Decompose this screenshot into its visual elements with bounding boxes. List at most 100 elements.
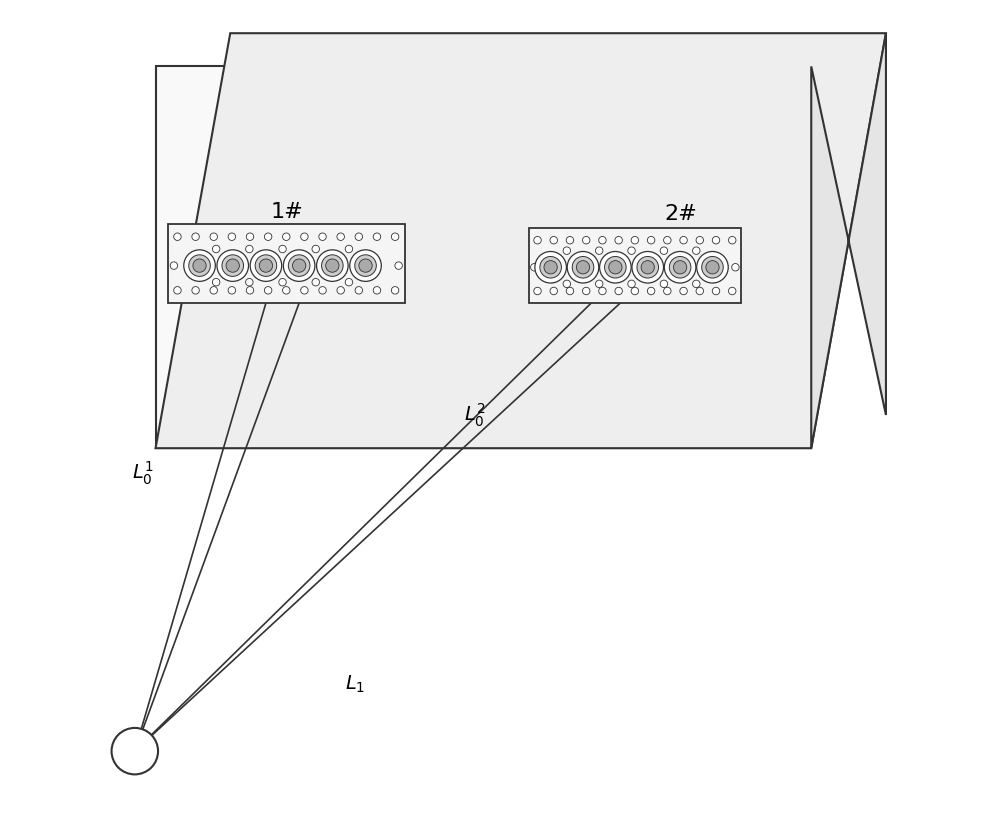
Circle shape [712, 287, 720, 295]
Circle shape [212, 245, 220, 252]
Circle shape [563, 247, 571, 254]
Circle shape [337, 233, 344, 241]
Circle shape [693, 280, 700, 287]
Circle shape [226, 259, 239, 272]
Text: $L_1$: $L_1$ [345, 674, 365, 696]
Circle shape [728, 237, 736, 244]
Text: $L_0^1$: $L_0^1$ [132, 459, 154, 487]
Circle shape [222, 255, 244, 276]
Circle shape [319, 233, 326, 241]
Circle shape [373, 233, 381, 241]
Circle shape [628, 247, 635, 254]
Circle shape [605, 256, 626, 278]
Circle shape [192, 286, 199, 294]
Bar [529, 228, 741, 303]
Circle shape [246, 286, 254, 294]
Circle shape [228, 286, 236, 294]
Circle shape [595, 247, 603, 254]
Circle shape [599, 287, 606, 295]
Circle shape [647, 287, 655, 295]
Circle shape [355, 255, 376, 276]
Circle shape [283, 286, 290, 294]
Circle shape [345, 245, 353, 252]
Circle shape [292, 259, 306, 272]
Circle shape [288, 255, 310, 276]
Circle shape [576, 261, 590, 274]
Circle shape [664, 287, 671, 295]
Circle shape [660, 280, 668, 287]
Circle shape [599, 237, 606, 244]
Circle shape [572, 256, 594, 278]
Circle shape [210, 286, 217, 294]
Circle shape [319, 286, 326, 294]
Circle shape [615, 237, 622, 244]
Polygon shape [156, 33, 886, 448]
Text: $L_0^2$: $L_0^2$ [464, 401, 486, 429]
Circle shape [566, 287, 574, 295]
Circle shape [350, 250, 381, 281]
Circle shape [246, 233, 254, 241]
Circle shape [595, 280, 603, 287]
Circle shape [697, 251, 728, 283]
Circle shape [228, 233, 236, 241]
Circle shape [609, 261, 622, 274]
Circle shape [673, 261, 687, 274]
Circle shape [189, 255, 210, 276]
Circle shape [600, 251, 631, 283]
Circle shape [246, 278, 253, 286]
Circle shape [112, 728, 158, 774]
Circle shape [732, 263, 739, 271]
Circle shape [279, 245, 286, 252]
Bar [168, 224, 405, 303]
Circle shape [706, 261, 719, 274]
Circle shape [283, 233, 290, 241]
Circle shape [301, 286, 308, 294]
Circle shape [531, 263, 538, 271]
Circle shape [647, 237, 655, 244]
Circle shape [566, 237, 574, 244]
Circle shape [373, 286, 381, 294]
Circle shape [174, 286, 181, 294]
Circle shape [395, 261, 402, 270]
Circle shape [345, 278, 353, 286]
Circle shape [693, 247, 700, 254]
Circle shape [337, 286, 344, 294]
Circle shape [301, 233, 308, 241]
Circle shape [534, 287, 541, 295]
Circle shape [631, 237, 639, 244]
Circle shape [544, 261, 557, 274]
Circle shape [567, 251, 599, 283]
Circle shape [326, 259, 339, 272]
Circle shape [312, 245, 319, 252]
Circle shape [582, 287, 590, 295]
Circle shape [322, 255, 343, 276]
Circle shape [264, 233, 272, 241]
Circle shape [535, 251, 566, 283]
Circle shape [259, 259, 273, 272]
Circle shape [534, 237, 541, 244]
Circle shape [664, 237, 671, 244]
Circle shape [637, 256, 659, 278]
Text: 1#: 1# [270, 202, 303, 222]
Circle shape [540, 256, 561, 278]
Circle shape [680, 237, 687, 244]
Circle shape [550, 287, 557, 295]
Circle shape [355, 233, 363, 241]
Circle shape [174, 233, 181, 241]
Polygon shape [156, 66, 811, 448]
Circle shape [696, 237, 704, 244]
Circle shape [212, 278, 220, 286]
Circle shape [255, 255, 277, 276]
Circle shape [359, 259, 372, 272]
Circle shape [210, 233, 217, 241]
Circle shape [355, 286, 363, 294]
Circle shape [391, 233, 399, 241]
Circle shape [170, 261, 178, 270]
Circle shape [283, 250, 315, 281]
Circle shape [217, 250, 249, 281]
Circle shape [264, 286, 272, 294]
Circle shape [563, 280, 571, 287]
Circle shape [664, 251, 696, 283]
Circle shape [669, 256, 691, 278]
Circle shape [696, 287, 704, 295]
